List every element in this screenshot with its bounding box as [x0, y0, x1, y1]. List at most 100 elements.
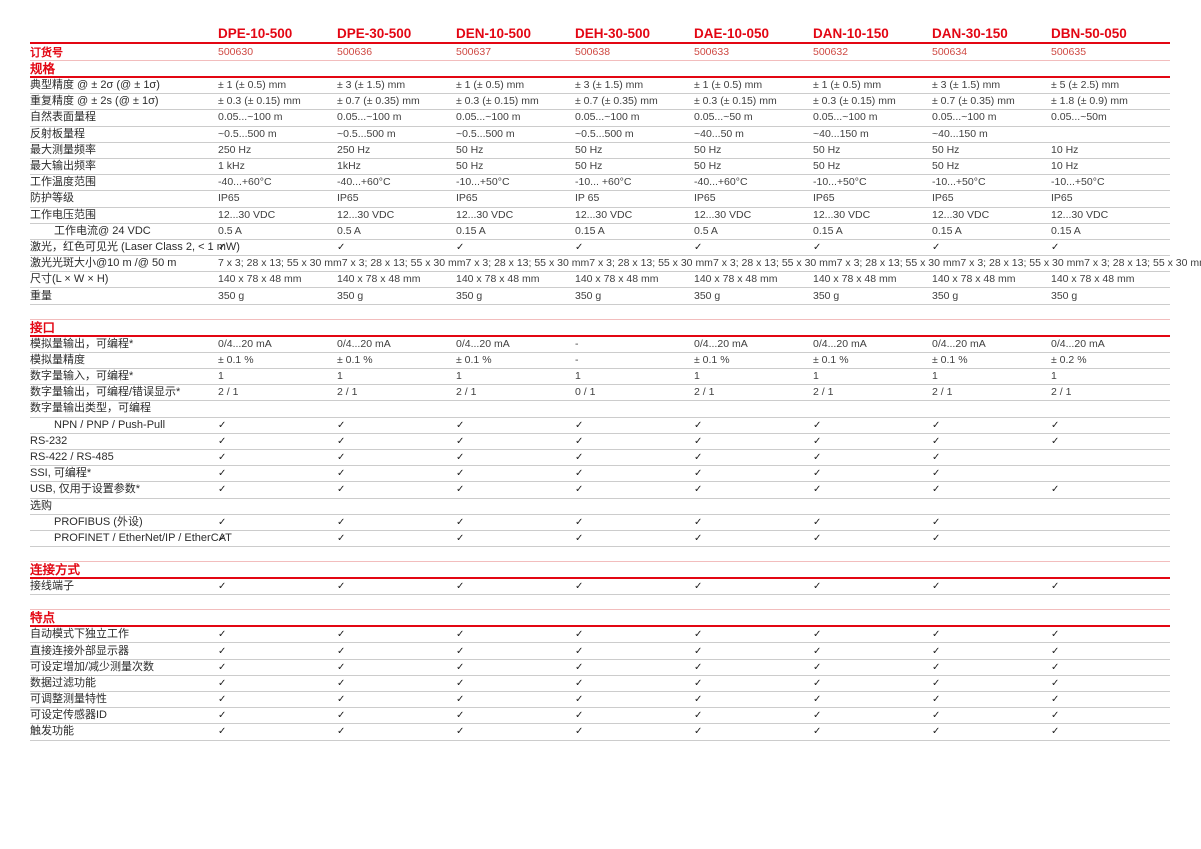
check-icon: ✓: [218, 694, 227, 706]
cell-value: 12...30 VDC: [932, 208, 990, 221]
check-icon: ✓: [932, 677, 941, 689]
cell-value: 50 Hz: [813, 143, 841, 156]
cell-value: ± 0.3 (± 0.15) mm: [813, 95, 896, 108]
spec-row: 重复精度 @ ± 2s (@ ± 1σ) ± 0.3 (± 0.15) mm ± 0…: [30, 94, 1170, 111]
feature-row: 接线端子 ✓ ✓ ✓ ✓ ✓ ✓ ✓ ✓: [30, 579, 1170, 596]
cell-value: 7 x 3; 28 x 13; 55 x 30 mm: [341, 257, 466, 270]
check-icon: ✓: [813, 452, 822, 464]
feature-row: 数据过滤功能 ✓ ✓ ✓ ✓ ✓ ✓ ✓ ✓: [30, 676, 1170, 692]
cell-value: 0.15 A: [813, 224, 843, 237]
order-number: 500634: [932, 46, 968, 58]
cell-value: ± 0.1 %: [694, 353, 730, 366]
section: 接口 模拟量输出，可编程* 0/4...20 mA 0/4...20 mA 0/4...…: [30, 318, 1170, 548]
check-icon: ✓: [813, 726, 822, 738]
check-icon: ✓: [694, 661, 703, 673]
cell-value: 0.5 A: [337, 224, 361, 237]
product-comparison-table: DPE-10-500 DPE-30-500 DEN-10-500 DEH-30-500…: [30, 26, 1201, 741]
cell-value: 0/4...20 mA: [1051, 337, 1105, 350]
cell-value: 140 x 78 x 48 mm: [813, 273, 897, 286]
check-icon: ✓: [337, 661, 346, 673]
cell-value: 2 / 1: [1051, 386, 1072, 399]
check-icon: ✓: [575, 532, 584, 544]
cell-value: IP65: [694, 192, 716, 205]
cell-value: 140 x 78 x 48 mm: [218, 273, 302, 286]
cell-value: 50 Hz: [575, 143, 603, 156]
cell-value: 7 x 3; 28 x 13; 55 x 30 mm: [712, 257, 837, 270]
check-icon: ✓: [694, 532, 703, 544]
spec-row: 防护等级 IP65 IP65 IP65 IP 65 IP65 IP65 IP65 IP65: [30, 191, 1170, 208]
cell-value: ~0.5...500 m: [575, 127, 634, 140]
order-number: 500632: [813, 46, 849, 58]
check-icon: ✓: [218, 726, 227, 738]
cell-value: 2 / 1: [813, 386, 834, 399]
check-icon: ✓: [218, 419, 227, 431]
check-icon: ✓: [575, 468, 584, 480]
check-icon: ✓: [337, 726, 346, 738]
check-icon: ✓: [813, 435, 822, 447]
check-icon: ✓: [694, 710, 703, 722]
feature-row: 可设定增加/减少测量次数 ✓ ✓ ✓ ✓ ✓ ✓ ✓ ✓: [30, 660, 1170, 676]
check-icon: ✓: [1051, 726, 1060, 738]
spec-row: 数字量输出类型，可编程: [30, 401, 1170, 418]
check-icon: ✓: [694, 468, 703, 480]
check-icon: ✓: [456, 419, 465, 431]
row-label: 工作电压范围: [30, 208, 96, 221]
cell-value: 1: [813, 370, 819, 383]
cell-value: 12...30 VDC: [456, 208, 514, 221]
check-icon: ✓: [1051, 484, 1060, 496]
row-label: 重量: [30, 289, 52, 302]
cell-value: IP65: [1051, 192, 1073, 205]
product-name: DAE-10-050: [694, 26, 770, 41]
spec-row: 激光，红色可见光 (Laser Class 2, < 1 mW) ✓ ✓ ✓ ✓ ✓ ✓ ✓ ✓: [30, 240, 1170, 257]
cell-value: IP65: [218, 192, 240, 205]
spec-row: 工作电流@ 24 VDC 0.5 A 0.5 A 0.15 A 0.15 A 0.5 A 0…: [30, 224, 1170, 240]
cell-value: ± 0.1 %: [337, 353, 373, 366]
cell-value: ~40...150 m: [932, 127, 988, 140]
row-label: 触发功能: [30, 725, 74, 738]
check-icon: ✓: [932, 241, 941, 253]
cell-value: 50 Hz: [932, 143, 960, 156]
row-label: 选购: [30, 499, 52, 512]
check-icon: ✓: [218, 661, 227, 673]
cell-value: 350 g: [337, 289, 364, 302]
row-label: 数字量输入，可编程*: [30, 370, 134, 383]
cell-value: IP 65: [575, 192, 600, 205]
cell-value: 12...30 VDC: [1051, 208, 1109, 221]
cell-value: ± 0.1 %: [456, 353, 492, 366]
check-icon: ✓: [575, 484, 584, 496]
check-icon: ✓: [218, 484, 227, 496]
cell-value: 2 / 1: [932, 386, 953, 399]
cell-value: 50 Hz: [932, 160, 960, 173]
product-name: DPE-10-500: [218, 26, 293, 41]
check-icon: ✓: [337, 710, 346, 722]
spec-row: 最大测量频率 250 Hz 250 Hz 50 Hz 50 Hz 50 Hz 50 Hz 50…: [30, 143, 1170, 159]
check-icon: ✓: [456, 581, 465, 593]
check-icon: ✓: [1051, 629, 1060, 641]
cell-value: IP65: [813, 192, 835, 205]
cell-value: 7 x 3; 28 x 13; 55 x 30 mm: [836, 257, 961, 270]
cell-value: 0/4...20 mA: [813, 337, 867, 350]
cell-value: 50 Hz: [694, 160, 722, 173]
cell-value: 0/4...20 mA: [218, 337, 272, 350]
cell-value: 0.05...~100 m: [337, 111, 402, 124]
check-icon: ✓: [1051, 710, 1060, 722]
cell-value: ~40...150 m: [813, 127, 869, 140]
check-icon: ✓: [694, 645, 703, 657]
check-icon: ✓: [694, 581, 703, 593]
spec-row: NPN / PNP / Push-Pull ✓ ✓ ✓ ✓ ✓ ✓ ✓ ✓: [30, 418, 1170, 434]
cell-value: 0/4...20 mA: [456, 337, 510, 350]
cell-value: 140 x 78 x 48 mm: [456, 273, 540, 286]
cell-value: 0.05...~100 m: [575, 111, 640, 124]
check-icon: ✓: [218, 452, 227, 464]
cell-value: ~0.5...500 m: [218, 127, 277, 140]
spec-row: 自然表面量程 0.05...~100 m 0.05...~100 m 0.05...~…: [30, 110, 1170, 127]
row-label: USB, 仅用于设置参数*: [30, 483, 141, 496]
cell-value: 7 x 3; 28 x 13; 55 x 30 mm: [589, 257, 713, 270]
spec-row: 最大输出频率 1 kHz 1kHz 50 Hz 50 Hz 50 Hz 50 Hz 50 Hz…: [30, 159, 1170, 176]
check-icon: ✓: [456, 516, 465, 528]
order-row-label: 订货号: [30, 47, 63, 59]
cell-value: ± 1.8 (± 0.9) mm: [1051, 95, 1128, 108]
cell-value: 140 x 78 x 48 mm: [1051, 273, 1135, 286]
cell-value: 0.15 A: [932, 224, 962, 237]
cell-value: 1: [456, 370, 462, 383]
